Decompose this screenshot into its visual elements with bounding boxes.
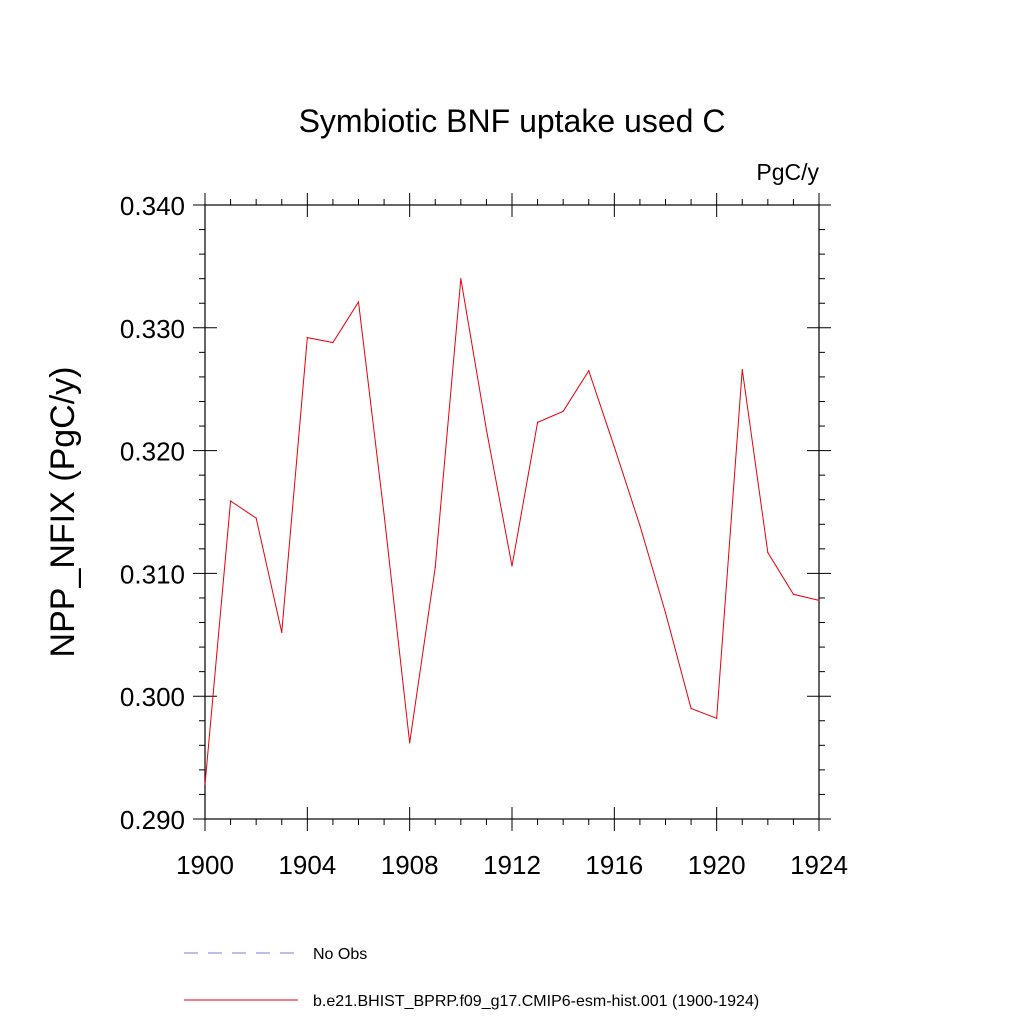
series-point xyxy=(562,410,564,412)
series-point xyxy=(818,599,820,602)
series-point xyxy=(536,421,539,423)
series-point xyxy=(485,429,488,431)
series-point xyxy=(716,717,718,719)
y-tick-label: 0.290 xyxy=(120,805,185,835)
series-point xyxy=(741,368,743,371)
legend-label-model-run: b.e21.BHIST_BPRP.f09_g17.CMIP6-esm-hist.… xyxy=(313,993,759,1010)
series-point xyxy=(229,500,232,502)
series-point xyxy=(613,446,615,448)
series-line xyxy=(204,278,820,785)
series-point xyxy=(690,707,692,710)
plot-border xyxy=(204,204,820,820)
series-point xyxy=(255,517,257,519)
x-tick-label: 1904 xyxy=(278,850,336,880)
x-tick-label: 1924 xyxy=(790,850,848,880)
x-tick-label: 1912 xyxy=(483,850,541,880)
chart-title: Symbiotic BNF uptake used C xyxy=(299,103,726,139)
series-point xyxy=(306,337,308,339)
axis-ticks xyxy=(193,193,831,831)
series-point xyxy=(511,565,513,567)
x-tick-label: 1900 xyxy=(176,850,234,880)
series-point xyxy=(639,524,641,527)
y-tick-label: 0.340 xyxy=(120,191,185,221)
series-point xyxy=(767,551,769,554)
y-tick-label: 0.320 xyxy=(120,437,185,467)
x-tick-label: 1908 xyxy=(381,850,439,880)
x-tick-labels: 1900 1904 1908 1912 1916 1920 1924 xyxy=(176,850,848,880)
plot-frame xyxy=(204,204,820,820)
units-label: PgC/y xyxy=(756,159,819,185)
series-point xyxy=(434,566,436,568)
series-point xyxy=(332,341,334,344)
series-point xyxy=(792,593,795,595)
y-tick-label: 0.310 xyxy=(120,559,185,589)
y-axis-label: NPP_NFIX (PgC/y) xyxy=(44,367,82,658)
series-point xyxy=(357,301,360,303)
legend-label-no-obs: No Obs xyxy=(313,946,367,963)
series-point xyxy=(281,631,283,633)
y-tick-label: 0.330 xyxy=(120,314,185,344)
series-point xyxy=(409,742,411,744)
series-point xyxy=(204,784,206,786)
y-tick-label: 0.300 xyxy=(120,682,185,712)
y-tick-labels: 0.290 0.300 0.310 0.320 0.330 0.340 xyxy=(120,191,185,835)
series-layer xyxy=(204,278,820,786)
series-point xyxy=(664,612,667,614)
legend: No Obs b.e21.BHIST_BPRP.f09_g17.CMIP6-es… xyxy=(184,946,759,1010)
series-point xyxy=(460,278,462,280)
x-tick-label: 1920 xyxy=(688,850,746,880)
x-tick-label: 1916 xyxy=(585,850,643,880)
series-point xyxy=(588,370,590,372)
series-point xyxy=(383,513,385,516)
